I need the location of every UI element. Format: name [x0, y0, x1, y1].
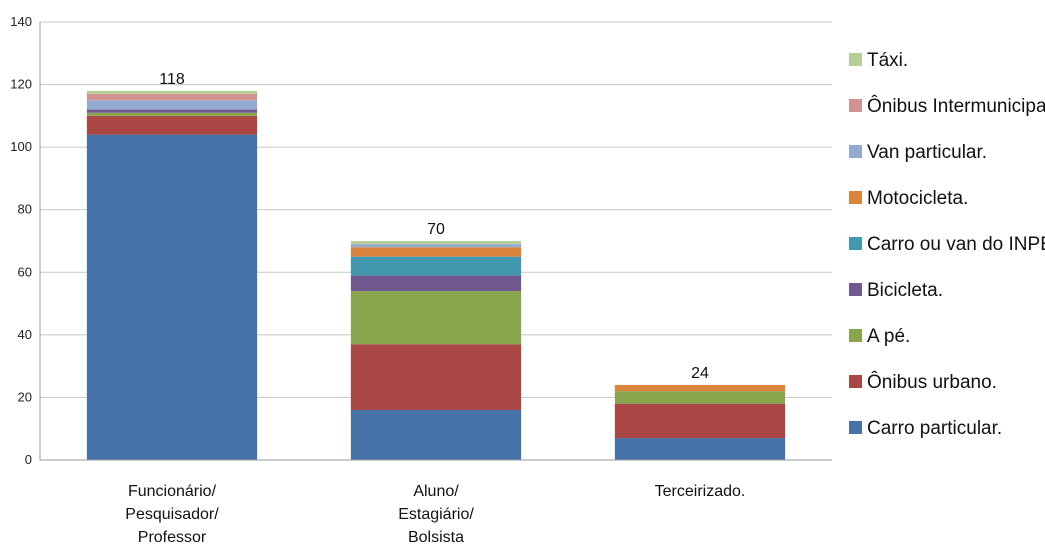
legend-label: A pé. — [867, 326, 910, 347]
legend-label: Carro ou van do INPE. — [867, 234, 1045, 255]
legend-label: Carro particular. — [867, 418, 1002, 439]
bar-segment — [350, 291, 522, 345]
x-category-label: Professor — [138, 529, 207, 546]
bar-total-label: 118 — [159, 71, 185, 88]
bar-segment — [350, 409, 522, 460]
bar-segment — [614, 384, 786, 392]
bar-total-label: 24 — [691, 365, 709, 382]
bar-segment — [86, 109, 258, 113]
legend-swatch — [849, 375, 862, 388]
bar-segment — [86, 93, 258, 101]
x-category-label: Estagiário/ — [398, 506, 474, 523]
legend-label: Bicicleta. — [867, 280, 943, 301]
legend-label: Ônibus urbano. — [867, 371, 997, 393]
x-category-label: Funcionário/ — [128, 483, 217, 500]
bar-segment — [614, 438, 786, 460]
bar-segment — [350, 241, 522, 245]
bar-segment — [350, 344, 522, 410]
y-tick-label: 120 — [10, 77, 32, 92]
legend-swatch — [849, 421, 862, 434]
legend-swatch — [849, 191, 862, 204]
legend-label: Van particular. — [867, 142, 987, 163]
legend-label: Motocicleta. — [867, 188, 968, 209]
x-category-label: Pesquisador/ — [125, 506, 219, 523]
legend-swatch — [849, 99, 862, 112]
y-tick-label: 140 — [10, 14, 32, 29]
y-tick-label: 40 — [18, 327, 32, 342]
legend-swatch — [849, 329, 862, 342]
y-tick-label: 20 — [18, 389, 32, 404]
bar-segment — [86, 115, 258, 135]
legend-swatch — [849, 283, 862, 296]
bar-segment — [614, 403, 786, 439]
bar-segment — [614, 391, 786, 404]
legend-swatch — [849, 145, 862, 158]
x-category-label: Aluno/ — [413, 483, 459, 500]
x-category-label: Bolsista — [408, 529, 464, 546]
bar-segment — [350, 275, 522, 292]
legend-label: Ônibus Intermunicipal — [867, 95, 1045, 117]
bar-segment — [86, 90, 258, 94]
bar-total-label: 70 — [427, 221, 445, 238]
bar-segment — [350, 256, 522, 276]
bar-segment — [86, 112, 258, 116]
bar-segment — [350, 247, 522, 257]
y-tick-label: 80 — [18, 202, 32, 217]
y-tick-label: 100 — [10, 139, 32, 154]
bar-segment — [350, 244, 522, 248]
x-category-label: Terceirizado. — [655, 483, 746, 500]
legend-swatch — [849, 53, 862, 66]
bar-segment — [86, 134, 258, 460]
legend-label: Táxi. — [867, 50, 908, 71]
y-tick-label: 0 — [25, 452, 32, 467]
bar-segment — [86, 100, 258, 110]
legend-swatch — [849, 237, 862, 250]
y-tick-label: 60 — [18, 264, 32, 279]
